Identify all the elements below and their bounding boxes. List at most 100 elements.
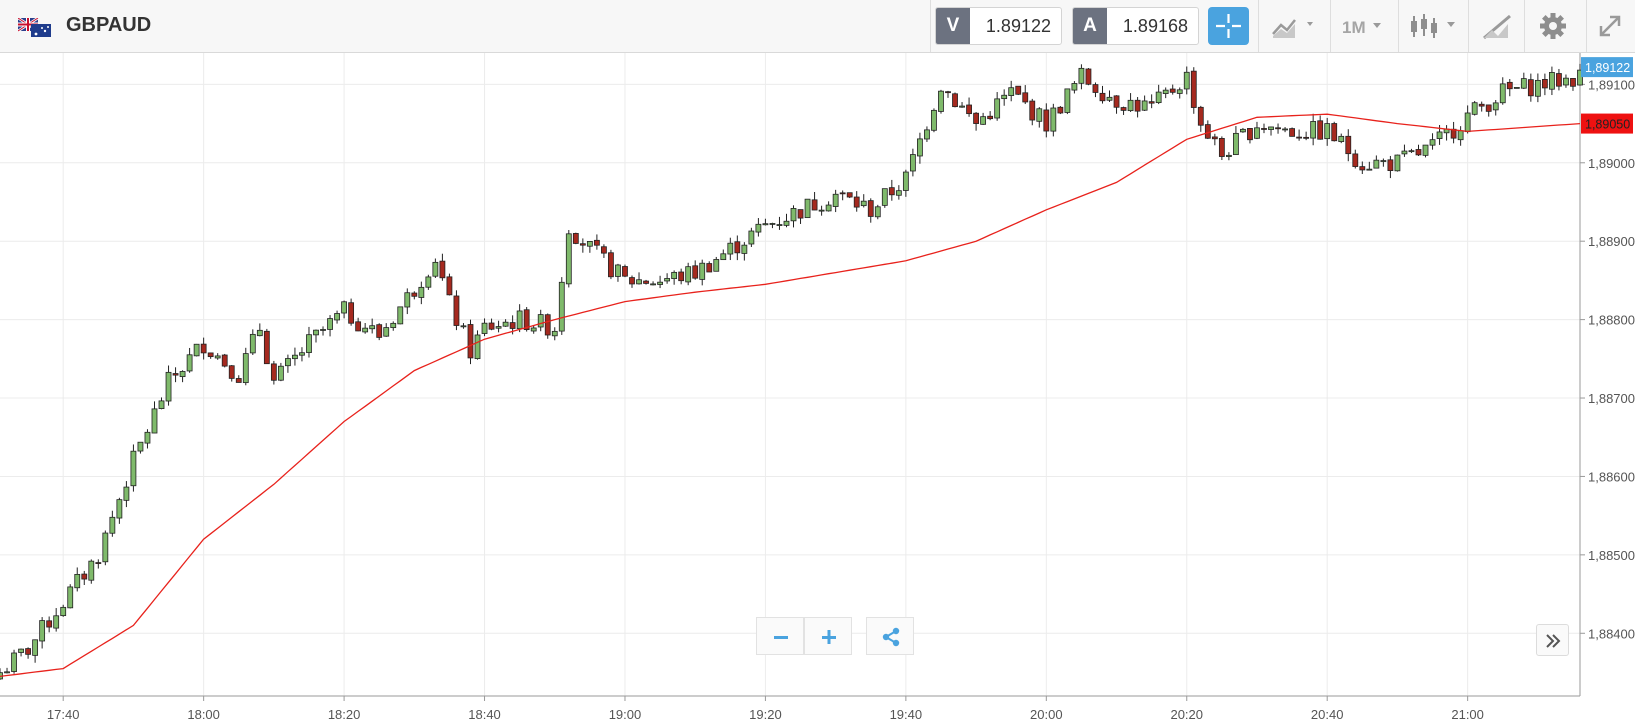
candle	[1071, 81, 1078, 94]
candle-body-down	[706, 263, 713, 273]
candle-body-down	[509, 322, 516, 329]
candlestick-icon	[1411, 14, 1455, 38]
candle-body-up	[1436, 131, 1443, 139]
candle	[137, 441, 144, 454]
candle	[952, 92, 958, 108]
candle-body-up	[1408, 150, 1415, 153]
candle-body-down	[1247, 128, 1253, 141]
candle	[1324, 117, 1331, 146]
candle	[1001, 89, 1008, 106]
candle-body-up	[776, 224, 783, 226]
chart-type-button[interactable]	[1268, 10, 1323, 42]
candle-body-up	[1008, 87, 1015, 96]
candle-body-up	[1577, 69, 1583, 86]
candle-body-up	[102, 532, 109, 563]
candle-body-up	[1141, 100, 1148, 111]
candle-body-up	[860, 200, 867, 207]
candle-style-button[interactable]	[1406, 10, 1464, 42]
candle	[1240, 127, 1246, 133]
candle	[1422, 144, 1429, 158]
candle	[909, 148, 916, 177]
candle	[1289, 127, 1295, 137]
gb-au-flag-icon	[18, 18, 51, 37]
candle	[537, 309, 544, 332]
price-chart[interactable]: 1,88400 1,88500 1,88600 1,88700 1,88800 1,889…	[0, 53, 1635, 727]
draw-tool-button[interactable]	[1478, 10, 1518, 42]
candle	[1092, 82, 1099, 98]
share-button[interactable]	[866, 617, 914, 655]
candle	[1450, 121, 1457, 144]
candle-body-up	[123, 486, 130, 501]
candle	[320, 326, 326, 336]
candle-body-down	[1015, 85, 1022, 95]
candle-body-down	[411, 292, 418, 297]
candle-body-up	[39, 620, 46, 642]
candle	[551, 327, 558, 341]
divider	[1586, 0, 1587, 52]
candle	[1204, 120, 1211, 140]
candle-body-down	[966, 104, 972, 115]
candle	[811, 191, 818, 211]
candle-body-up	[1520, 78, 1527, 89]
candle-body-up	[516, 310, 523, 330]
candle-body-up	[432, 261, 439, 277]
candle-body-down	[1345, 135, 1352, 155]
candle-body-up	[214, 355, 221, 359]
candle	[1520, 72, 1527, 90]
candle	[0, 668, 3, 680]
plus-icon	[822, 630, 836, 644]
candle	[425, 274, 432, 290]
candle	[242, 347, 249, 386]
candle-body-up	[657, 281, 663, 285]
candle-body-up	[1492, 102, 1499, 111]
candle-body-down	[523, 309, 530, 331]
candle-body-down	[172, 373, 179, 376]
candle-body-down	[643, 280, 649, 284]
candle	[1022, 85, 1029, 105]
zoom-in-button[interactable]	[804, 617, 852, 655]
buy-price-button[interactable]: A 1.89168	[1072, 7, 1199, 45]
candle-body-up	[1071, 83, 1078, 91]
crosshair-icon	[1216, 14, 1241, 38]
candle-body-down	[692, 265, 699, 279]
candle	[1359, 161, 1366, 174]
divider	[1468, 0, 1469, 52]
candle	[516, 304, 523, 333]
candle	[959, 102, 965, 108]
candle-body-up	[130, 450, 137, 487]
candle-body-up	[1401, 150, 1408, 155]
x-tick-label: 18:40	[468, 707, 501, 722]
fullscreen-button[interactable]	[1592, 10, 1628, 42]
timeframe-dropdown[interactable]: 1M	[1336, 10, 1391, 42]
candle-body-up	[1429, 139, 1436, 146]
settings-button[interactable]	[1536, 10, 1570, 42]
candle	[987, 111, 994, 121]
x-tick-label: 17:40	[47, 707, 80, 722]
candle	[931, 108, 937, 133]
crosshair-button[interactable]	[1208, 7, 1249, 45]
candle-body-down	[1478, 103, 1485, 107]
y-tick-label: 1,88900	[1588, 234, 1635, 249]
candle-body-down	[1190, 70, 1197, 108]
candle-body-up	[193, 343, 200, 357]
zoom-out-button[interactable]	[756, 617, 804, 655]
candle-body-up	[425, 276, 432, 288]
candle	[917, 132, 923, 164]
scroll-to-latest-button[interactable]	[1536, 624, 1569, 656]
candle-body-up	[1513, 87, 1520, 89]
candle	[151, 401, 158, 434]
candle	[60, 604, 67, 617]
candle	[1380, 158, 1387, 167]
candle	[860, 194, 867, 208]
candle	[762, 218, 769, 226]
candle	[720, 249, 727, 261]
sell-price-button[interactable]: V 1.89122	[935, 7, 1062, 45]
timeframe-dropdown-graphic: 1M	[1342, 18, 1381, 37]
candle	[495, 320, 502, 333]
candle	[390, 321, 397, 331]
x-tick-label: 20:20	[1170, 707, 1203, 722]
candle	[313, 329, 319, 343]
candle-body-up	[1001, 94, 1008, 100]
candle	[39, 617, 46, 649]
candle-body-up	[1036, 108, 1043, 122]
